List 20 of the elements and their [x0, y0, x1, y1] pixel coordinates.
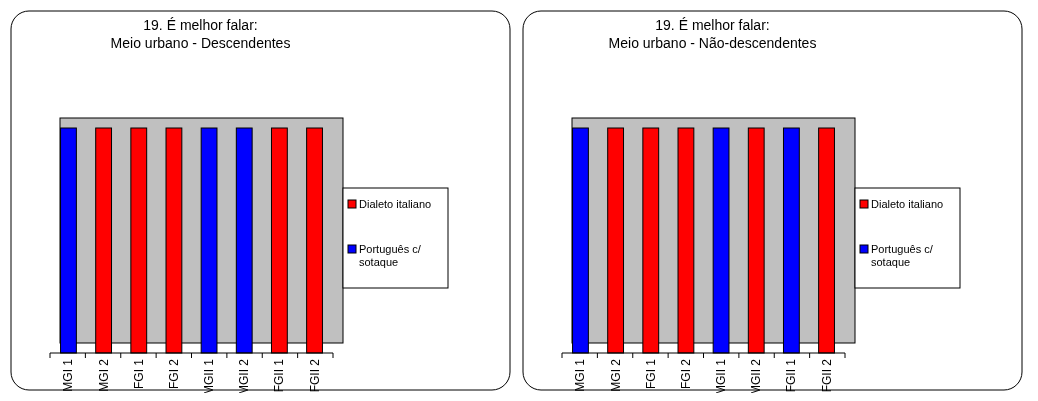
- x-tick-label: MGI 2: [608, 358, 623, 392]
- legend-label: Dialeto italiano: [871, 198, 944, 210]
- x-tick-label: FGI 1: [131, 358, 146, 390]
- chart-subtitle: Meio urbano - Não-descendentes: [608, 35, 817, 51]
- legend-label: Dialeto italiano: [359, 198, 432, 210]
- chart-title: 19. É melhor falar:: [143, 17, 258, 33]
- x-tick-label: FGII 1: [272, 358, 287, 393]
- x-tick-label: MGI 1: [61, 358, 76, 392]
- x-tick-label: FGII 2: [307, 358, 322, 393]
- chart-subtitle: Meio urbano - Descendentes: [110, 35, 291, 51]
- x-tick-label: FGI 1: [643, 358, 658, 390]
- chart-title: 19. É melhor falar:: [655, 17, 770, 33]
- x-tick-label: FGII 2: [819, 358, 834, 393]
- legend-label: Português c/ sotaque: [359, 243, 422, 268]
- x-tick-label: MGI 2: [96, 358, 111, 392]
- x-tick-label: FGI 2: [166, 358, 181, 390]
- legend-label: Português c/ sotaque: [871, 243, 934, 268]
- x-tick-label: FGII 1: [784, 358, 799, 393]
- x-tick-label: FGI 2: [678, 358, 693, 390]
- x-tick-label: MGI 1: [573, 358, 588, 392]
